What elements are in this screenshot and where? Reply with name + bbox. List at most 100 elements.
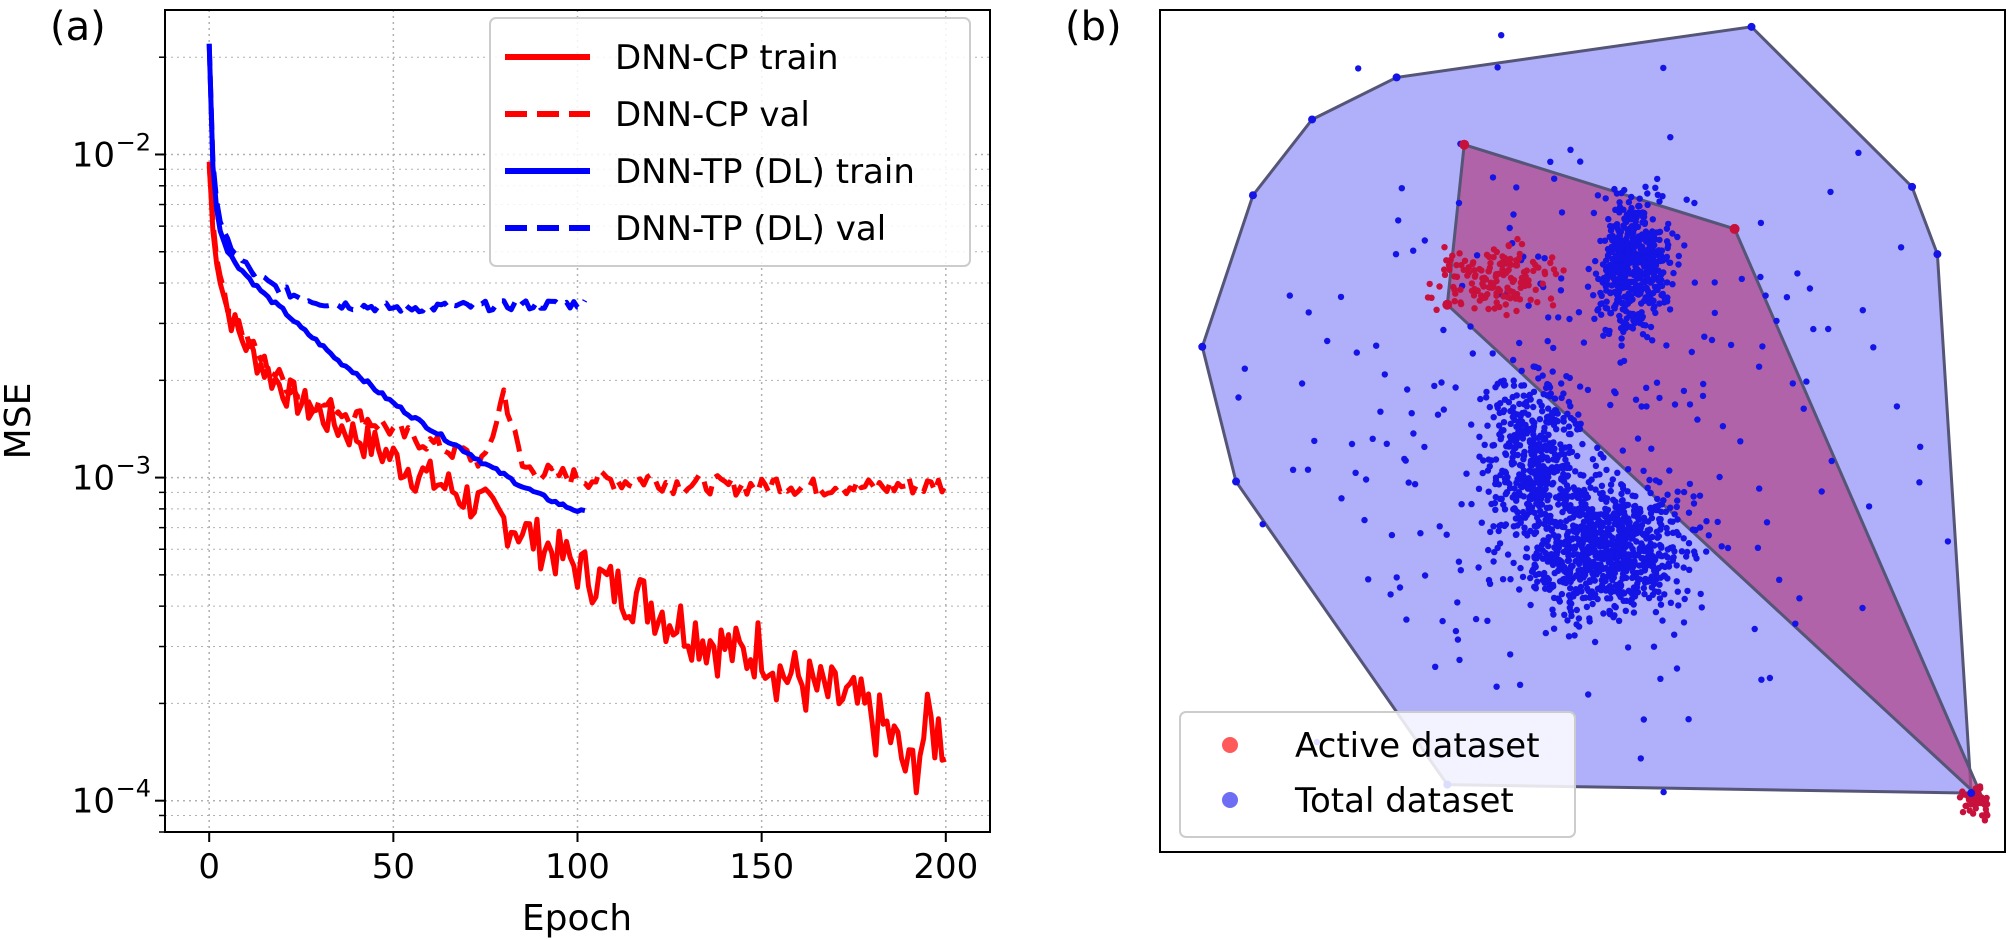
total-dataset-point — [1674, 488, 1681, 495]
total-dataset-point — [1573, 606, 1581, 614]
total-dataset-point — [1452, 627, 1460, 635]
total-dataset-point — [1525, 411, 1532, 418]
total-dataset-point — [1568, 493, 1576, 500]
total-dataset-point — [1625, 551, 1632, 558]
active-dataset-point — [1523, 267, 1531, 274]
total-dataset-point — [1487, 528, 1494, 536]
total-dataset-point — [1567, 566, 1574, 573]
total-dataset-point — [1614, 241, 1621, 248]
total-dataset-point — [1411, 481, 1419, 488]
total-dataset-point — [1648, 514, 1656, 522]
total-dataset-point — [1619, 447, 1627, 454]
total-dataset-point — [1402, 457, 1409, 464]
total-dataset-point — [1540, 428, 1548, 435]
total-dataset-point — [1575, 560, 1583, 568]
total-dataset-point — [1519, 573, 1527, 581]
total-dataset-point — [1641, 590, 1648, 598]
total-dataset-point — [1622, 264, 1629, 272]
total-dataset-point — [1933, 250, 1942, 259]
y-tick-label: 10 — [72, 459, 115, 499]
total-dataset-point — [1776, 576, 1783, 583]
total-dataset-point — [1648, 445, 1655, 452]
total-dataset-point — [1674, 233, 1681, 241]
total-dataset-point — [1794, 270, 1801, 277]
total-dataset-point — [1634, 514, 1641, 521]
total-dataset-point — [1727, 341, 1735, 349]
total-dataset-point — [1673, 578, 1680, 585]
total-dataset-point — [1492, 474, 1500, 481]
total-dataset-point — [1544, 574, 1551, 582]
total-dataset-point — [1689, 526, 1697, 533]
total-dataset-point — [1623, 597, 1630, 604]
total-dataset-point — [1506, 433, 1514, 440]
total-dataset-point — [1658, 521, 1665, 529]
total-dataset-point — [1476, 433, 1483, 440]
total-dataset-point — [1601, 237, 1609, 244]
total-dataset-point — [1565, 528, 1572, 536]
total-dataset-point — [1557, 287, 1565, 294]
legend: DNN-CP train DNN-CP val DNN-TP (DL) train D… — [489, 17, 971, 267]
total-dataset-point — [1489, 350, 1496, 357]
total-dataset-point — [1530, 480, 1537, 487]
total-dataset-point — [1610, 271, 1617, 278]
total-dataset-point — [1549, 582, 1557, 590]
legend-box — [1179, 711, 1576, 838]
total-dataset-point — [1538, 402, 1545, 409]
total-dataset-point — [1636, 576, 1644, 583]
total-dataset-point — [1688, 348, 1696, 356]
active-dataset-point — [1461, 257, 1469, 264]
total-dataset-point — [1500, 501, 1507, 508]
active-dataset-point — [1426, 280, 1433, 288]
total-dataset-point — [1656, 228, 1664, 235]
total-dataset-point — [1643, 384, 1650, 391]
total-dataset-point — [1754, 544, 1762, 551]
total-dataset-point — [1620, 357, 1628, 365]
total-dataset-point — [1651, 567, 1658, 574]
total-dataset-point — [1646, 548, 1653, 555]
total-dataset-point — [1628, 223, 1636, 230]
total-dataset-point — [1365, 576, 1372, 583]
total-dataset-point — [1607, 525, 1615, 532]
total-dataset-point — [1656, 581, 1663, 588]
total-dataset-point — [1560, 478, 1568, 485]
total-dataset-point — [1644, 293, 1652, 301]
total-dataset-point — [1575, 309, 1583, 316]
active-dataset-point — [1534, 299, 1541, 306]
total-dataset-point — [1619, 564, 1626, 572]
total-dataset-point — [1644, 484, 1651, 491]
total-dataset-point — [1566, 315, 1573, 323]
total-dataset-point — [1494, 64, 1501, 71]
panel-label-b: (b) — [1065, 4, 1122, 50]
total-dataset-point — [1619, 516, 1626, 524]
total-dataset-point — [1543, 525, 1550, 532]
total-dataset-point — [1565, 430, 1573, 438]
total-dataset-point — [1599, 489, 1606, 497]
total-dataset-point — [1558, 209, 1566, 216]
panel-label-a: (a) — [50, 4, 106, 50]
total-dataset-point — [1618, 252, 1625, 259]
x-tick-label: 200 — [913, 847, 978, 887]
total-dataset-point — [1259, 521, 1266, 528]
total-dataset-point — [1248, 191, 1257, 200]
total-dataset-point — [1621, 216, 1629, 223]
total-dataset-point — [1755, 363, 1763, 370]
total-dataset-point — [1572, 572, 1580, 580]
active-dataset-point — [1972, 805, 1980, 812]
total-dataset-point — [1598, 311, 1605, 318]
total-dataset-point — [1396, 584, 1404, 591]
total-dataset-point — [1575, 411, 1582, 418]
active-dataset-point — [1478, 267, 1485, 274]
total-dataset-point — [1558, 446, 1565, 453]
total-dataset-point — [1595, 529, 1603, 536]
total-dataset-point — [1468, 421, 1475, 428]
total-dataset-point — [1701, 333, 1708, 340]
total-dataset-point — [1611, 388, 1618, 395]
active-dataset-point — [1428, 294, 1435, 301]
legend: Active dataset Total dataset — [1179, 711, 1576, 838]
total-dataset-point — [1467, 323, 1474, 330]
total-dataset-point — [1484, 617, 1491, 624]
total-dataset-point — [1664, 554, 1671, 561]
total-dataset-point — [1592, 462, 1600, 470]
total-dataset-point — [1490, 523, 1497, 530]
total-dataset-point — [1680, 387, 1688, 395]
